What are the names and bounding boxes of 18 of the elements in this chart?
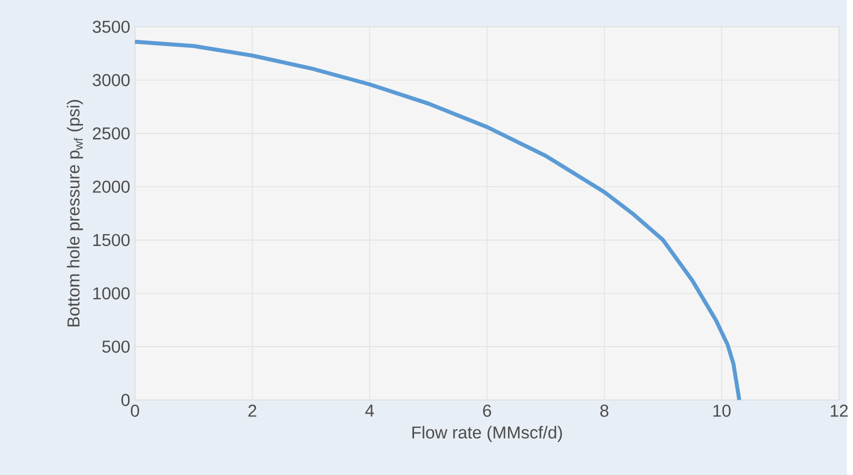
y-tick-label: 2000 — [92, 180, 130, 193]
y-tick-label: 1000 — [93, 287, 130, 300]
x-tick-label: 2 — [248, 404, 256, 416]
x-tick-label: 6 — [483, 404, 492, 417]
y-tick-label: 0 — [121, 394, 130, 406]
x-tick-label: 12 — [830, 404, 848, 416]
x-tick-label: 8 — [600, 404, 608, 417]
y-tick-label: 500 — [102, 340, 130, 353]
y-axis-title: Bottom hole pressure p$_{wf}$ (psi) — [66, 100, 83, 326]
y-tick-label: 3500 — [92, 20, 130, 33]
line-series — [133, 40, 742, 402]
y-tick-label: 1500 — [93, 234, 130, 246]
x-axis-title: Flow rate (MMscf/d) — [412, 426, 562, 442]
x-tick-label: 4 — [365, 404, 374, 416]
x-tick-label: 10 — [713, 404, 731, 417]
y-tick-label: 3000 — [92, 74, 130, 86]
y-tick-label: 2500 — [92, 127, 130, 140]
x-tick-label: 0 — [130, 404, 140, 417]
